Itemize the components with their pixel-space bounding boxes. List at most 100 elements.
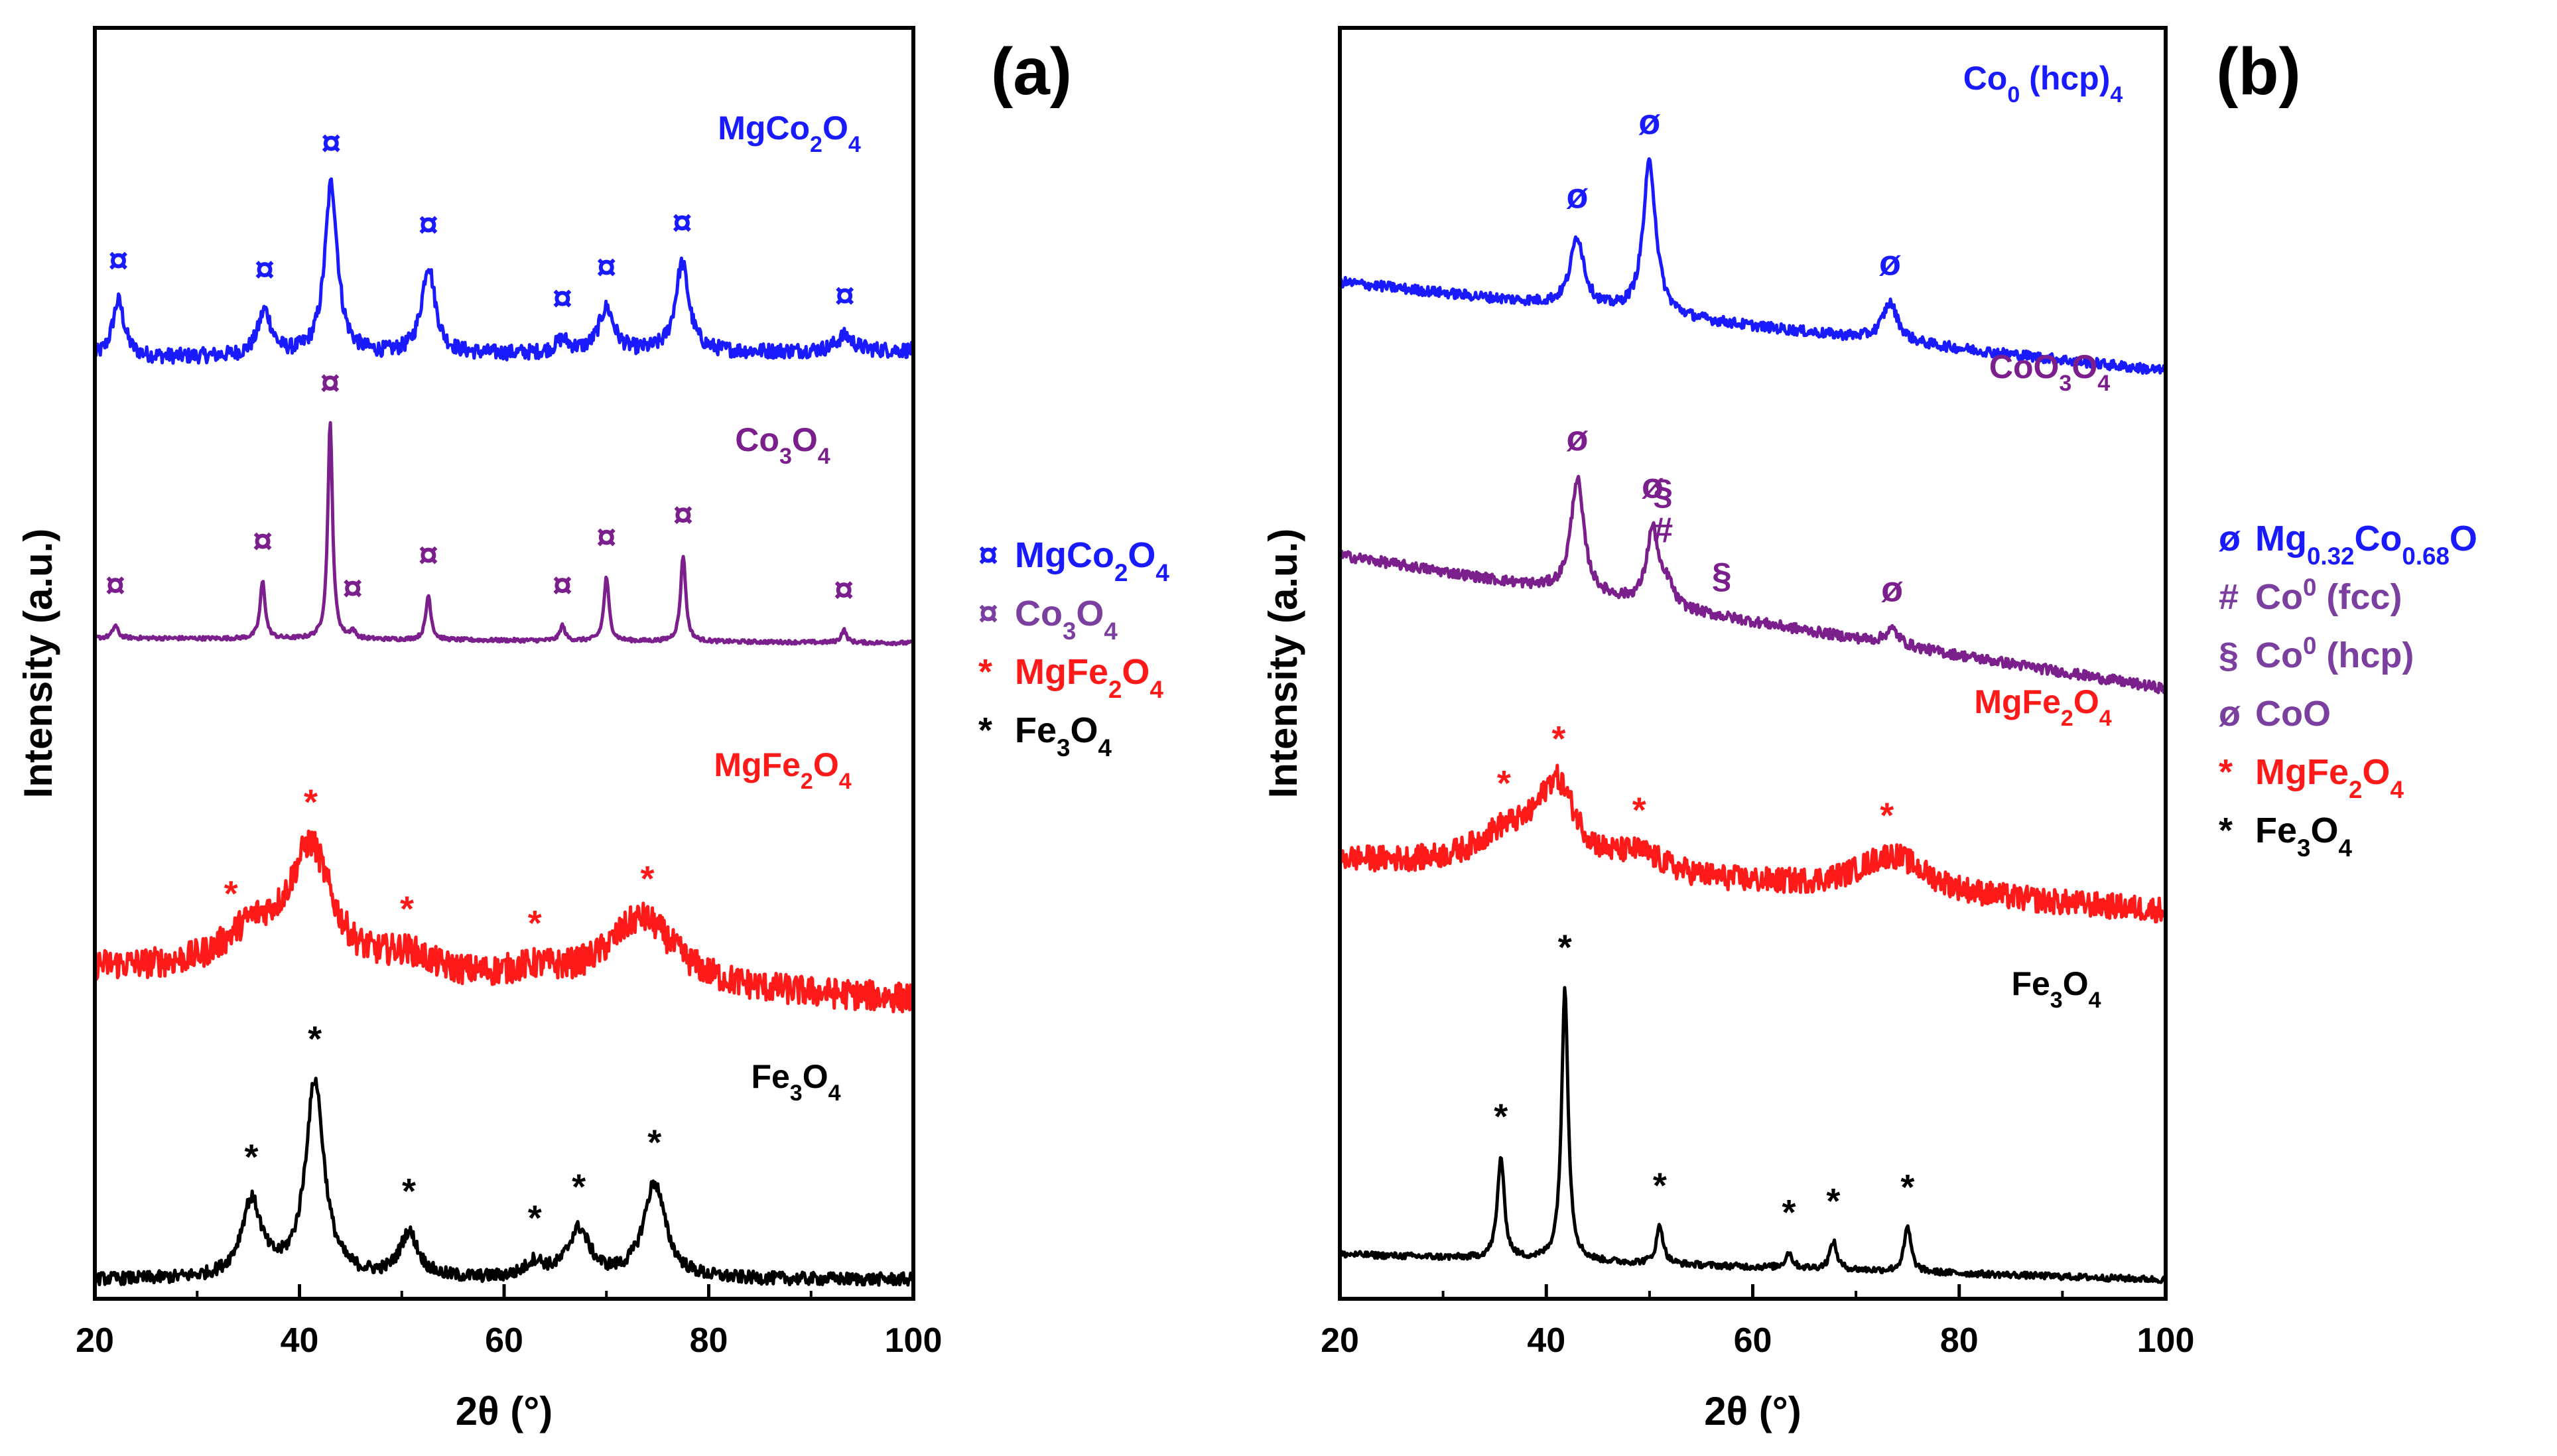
peak-marker: ¤	[253, 521, 273, 561]
legend-symbol: *	[2219, 811, 2233, 850]
peak-marker: *	[1900, 1167, 1914, 1207]
peak-marker: §	[1712, 556, 1732, 596]
plot-frame	[93, 26, 915, 1301]
series-label-mgfe2o4-part: O	[2073, 683, 2099, 720]
peak-marker: *	[572, 1167, 586, 1207]
trace-mgco2o4	[93, 177, 915, 365]
legend-symbol: ø	[2219, 694, 2241, 734]
legend-entry-part: 0.32	[2307, 543, 2354, 570]
x-tick-label: 40	[281, 1321, 319, 1360]
series-label-mgco2o4-part: (hcp)	[2020, 60, 2110, 97]
peak-marker: ¤	[596, 247, 616, 287]
peak-marker: *	[244, 1137, 258, 1177]
legend-entry-part: 0	[2303, 632, 2316, 659]
series-label-fe3o4-part: 4	[2089, 988, 2101, 1013]
legend-entry: Fe3O4	[1015, 710, 1112, 761]
x-tick-label: 100	[885, 1321, 943, 1360]
panel-a: ¤ ¤¤¤¤¤¤¤MgCo2O4¤¤¤¤¤¤¤¤¤Co3O4*** **MgFe2O…	[16, 26, 1169, 1433]
series-label-fe3o4-part: O	[803, 1058, 828, 1095]
legend-entry-part: 3	[1063, 618, 1076, 645]
series-label-co3o4: CoO3O4	[1989, 348, 2110, 396]
x-tick-label: 80	[1940, 1321, 1979, 1360]
peak-marker: *	[1494, 1096, 1508, 1136]
series-label-mgfe2o4-part: 4	[839, 769, 852, 794]
peak-marker: ø	[1566, 176, 1588, 216]
x-axis-label: 2θ (°)	[1704, 1389, 1801, 1433]
series-label-mgco2o4-part: O	[822, 109, 848, 147]
panel-label: (b)	[2216, 34, 2301, 109]
legend-entry: Fe3O4	[2255, 811, 2352, 862]
legend-entry-part: 4	[1104, 618, 1118, 645]
series-label-co3o4: Co3O4	[735, 421, 830, 469]
peak-marker: *	[308, 1020, 322, 1059]
series-label-mgco2o4-part: MgCo	[718, 109, 810, 147]
legend-entry-part: Co	[2255, 635, 2303, 675]
peak-marker: ¤	[835, 276, 855, 316]
series-label-mgfe2o4-part: O	[813, 746, 839, 783]
peak-marker: ø	[1879, 243, 1901, 283]
legend-entry-part: 0	[2303, 574, 2316, 601]
legend-entry: CoO	[2255, 694, 2331, 734]
trace-fe3o4	[1339, 986, 2168, 1284]
peak-marker: ¤	[672, 203, 692, 243]
series-label-co3o4-part: 3	[2059, 371, 2071, 396]
peak-marker: ¤	[419, 205, 438, 245]
legend-entry-part: Co	[1015, 594, 1063, 633]
legend-entry-part: O	[2450, 519, 2477, 559]
trace-mgfe2o4	[93, 829, 915, 1014]
trace-mgfe2o4	[1338, 763, 2168, 924]
peak-marker: *	[1632, 791, 1646, 830]
series-label-co3o4-part: 4	[2097, 371, 2110, 396]
series-label-mgco2o4-part: 2	[810, 132, 822, 157]
legend-entry-part: O	[1122, 652, 1149, 692]
legend-entry: MgFe2O4	[1015, 652, 1163, 703]
series-label-mgfe2o4-part: MgFe	[1974, 683, 2061, 720]
peak-marker: #	[1653, 511, 1673, 551]
peak-marker: ¤	[343, 568, 363, 608]
series-label-mgco2o4: Co0 (hcp)4	[1963, 60, 2123, 107]
legend-entry-part: 4	[2390, 776, 2404, 803]
legend-entry-part: MgFe	[2255, 752, 2349, 792]
peak-marker: §	[1653, 472, 1673, 512]
legend-entry-part: 0.68	[2402, 543, 2449, 570]
series-label-mgfe2o4: MgFe2O4	[1974, 683, 2111, 731]
legend-symbol: ø	[2219, 519, 2241, 559]
series-label-fe3o4-part: 3	[2050, 988, 2063, 1013]
trace-co3o4	[93, 421, 915, 647]
series-label-mgfe2o4-part: 4	[2099, 706, 2112, 731]
trace-co3o4	[1339, 474, 2168, 695]
peak-marker: *	[1782, 1193, 1796, 1232]
legend-entry-part: Fe	[1015, 710, 1057, 750]
x-tick-label: 100	[2137, 1321, 2195, 1360]
legend-entry-part: Co	[2255, 577, 2303, 617]
legend-entry-part: 2	[1108, 676, 1122, 703]
peak-marker: ø	[1642, 466, 1664, 505]
series-label-mgfe2o4-part: MgFe	[714, 746, 801, 783]
legend-entry-part: Co	[2354, 519, 2402, 559]
series-label-fe3o4-part: Fe	[2011, 965, 2050, 1002]
trace-mgco2o4	[1338, 157, 2168, 376]
legend-entry-part: 4	[1098, 734, 1112, 761]
legend-entry: Co0 (fcc)	[2255, 574, 2402, 618]
y-axis-label: Intensity (a.u.)	[16, 529, 60, 799]
peak-marker: ¤	[108, 241, 128, 281]
peak-marker: *	[400, 889, 414, 929]
legend-symbol: *	[978, 710, 992, 750]
legend-entry-part: 2	[2349, 776, 2362, 803]
y-axis-label: Intensity (a.u.)	[1261, 529, 1305, 799]
legend-entry-part: O	[1076, 594, 1104, 633]
plot-frame	[1338, 26, 2168, 1301]
series-label-mgco2o4-part: Co	[1963, 60, 2008, 97]
series-label-mgfe2o4: MgFe2O4	[714, 746, 851, 794]
peak-marker: *	[647, 1122, 661, 1162]
legend-entry-part: MgFe	[1015, 652, 1108, 692]
peak-marker: ¤	[105, 565, 125, 605]
legend-entry-part: 3	[2297, 834, 2310, 862]
x-tick-label: 40	[1527, 1321, 1565, 1360]
series-label-fe3o4: Fe3O4	[751, 1058, 840, 1106]
peak-marker: *	[304, 783, 318, 823]
legend-entry-part: 4	[1149, 676, 1163, 703]
legend-symbol: §	[2219, 635, 2239, 675]
series-label-mgco2o4: MgCo2O4	[718, 109, 861, 157]
